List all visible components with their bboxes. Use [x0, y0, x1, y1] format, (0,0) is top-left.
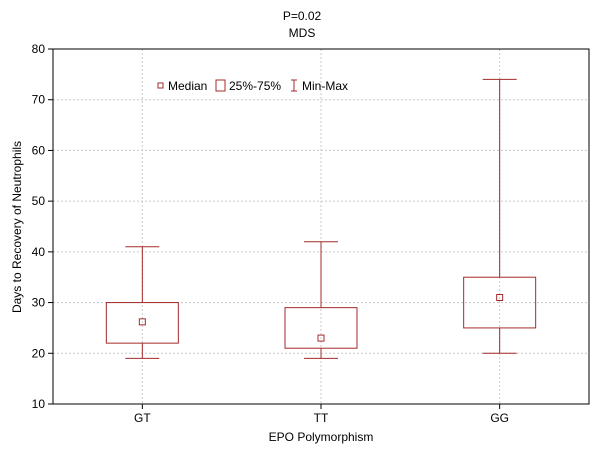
median-marker — [138, 318, 146, 326]
box-iqr — [284, 307, 358, 349]
box-iqr — [463, 276, 537, 329]
x-tick-label: GT — [134, 411, 151, 425]
box-group-tt — [284, 241, 358, 359]
x-axis-label: EPO Polymorphism — [269, 430, 374, 444]
y-tick-label: 60 — [32, 143, 46, 157]
legend-range-label: Min-Max — [302, 79, 348, 93]
x-tick-label: TT — [314, 411, 329, 425]
median-marker — [317, 334, 325, 342]
box-series — [105, 78, 537, 359]
y-tick-label: 30 — [32, 296, 46, 310]
y-tick-label: 40 — [32, 245, 46, 259]
box-group-gg — [463, 78, 537, 354]
chart-subtitle: MDS — [289, 26, 316, 40]
legend-median-marker — [157, 82, 164, 89]
median-marker — [496, 294, 504, 301]
box-group-gt — [105, 246, 179, 359]
legend-median-label: Median — [168, 79, 207, 93]
legend-box-marker — [215, 79, 226, 92]
y-axis: 10 20 30 40 50 60 70 80 — [32, 42, 53, 411]
y-axis-label: Days to Recovery of Neutrophils — [10, 141, 24, 313]
y-tick-label: 10 — [32, 397, 46, 411]
y-tick-label: 70 — [32, 93, 46, 107]
legend: Median 25%-75% Min-Max — [157, 79, 348, 93]
legend-range-marker — [291, 79, 297, 92]
y-tick-label: 20 — [32, 346, 46, 360]
x-tick-label: GG — [490, 411, 509, 425]
legend-box-label: 25%-75% — [229, 79, 281, 93]
y-tick-label: 80 — [32, 42, 46, 56]
y-tick-label: 50 — [32, 194, 46, 208]
x-axis: GT TT GG — [134, 404, 509, 425]
chart-title: P=0.02 — [283, 9, 322, 23]
box-iqr — [105, 302, 179, 344]
